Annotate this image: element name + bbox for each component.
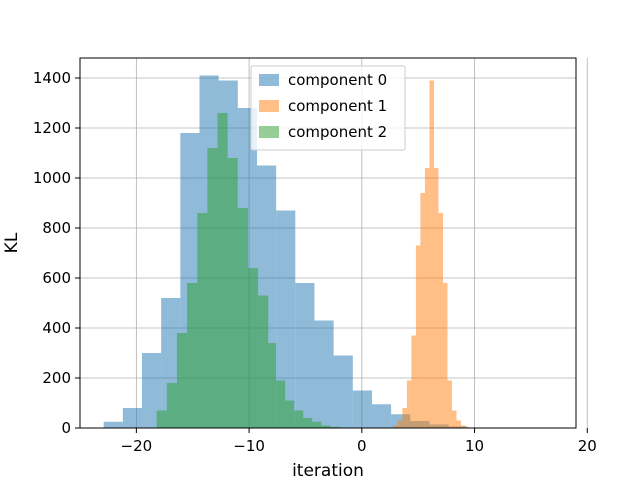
bar-s2-14 xyxy=(294,410,304,428)
histogram-bars xyxy=(103,75,487,428)
bar-s2-1 xyxy=(166,383,177,428)
bar-s2-12 xyxy=(276,380,286,428)
bar-s2-5 xyxy=(207,148,218,428)
bar-s1-13 xyxy=(452,410,457,428)
bar-s1-4 xyxy=(411,335,416,428)
series-1 xyxy=(393,80,471,428)
bar-s1-15 xyxy=(461,425,466,428)
bar-s2-13 xyxy=(285,400,295,428)
bar-s2-18 xyxy=(330,426,340,428)
x-tick-label-2: 0 xyxy=(357,437,367,455)
legend-label-1: component 1 xyxy=(288,97,387,115)
x-tick-label-0: −20 xyxy=(121,437,153,455)
bar-s2-16 xyxy=(312,421,322,428)
bar-s2-2 xyxy=(176,333,188,428)
bar-s1-1 xyxy=(397,420,403,428)
y-tick-label-1: 200 xyxy=(42,369,71,387)
legend: component 0 component 1 component 2 xyxy=(250,65,406,151)
bar-s0-9 xyxy=(276,210,296,428)
bar-s0-14 xyxy=(371,404,392,428)
bar-s0-13 xyxy=(352,390,372,428)
series-2 xyxy=(156,113,349,428)
x-tick-label-4: 20 xyxy=(578,437,597,455)
y-tick-label-6: 1200 xyxy=(33,119,71,137)
bar-s2-9 xyxy=(247,268,259,428)
bar-s0-11 xyxy=(314,320,334,428)
bar-s2-4 xyxy=(197,213,208,428)
bar-s0-1 xyxy=(122,408,142,428)
bar-s1-11 xyxy=(442,283,448,428)
bar-s2-0 xyxy=(156,410,167,428)
bar-s0-12 xyxy=(333,355,353,428)
x-axis-ticks: −20 −10 0 10 20 xyxy=(121,428,597,455)
y-tick-label-7: 1400 xyxy=(33,69,71,87)
bar-s1-5 xyxy=(415,245,421,428)
x-tick-label-3: 10 xyxy=(465,437,484,455)
bar-s2-7 xyxy=(227,158,238,428)
bar-s1-6 xyxy=(420,193,425,428)
y-tick-label-3: 600 xyxy=(42,269,71,287)
bar-s1-14 xyxy=(456,420,462,428)
y-tick-label-0: 0 xyxy=(61,419,71,437)
bar-s2-6 xyxy=(217,113,228,428)
legend-swatch-1 xyxy=(259,100,279,112)
bar-s2-10 xyxy=(258,295,269,428)
y-tick-label-2: 400 xyxy=(42,319,71,337)
x-tick-label-1: −10 xyxy=(233,437,265,455)
y-tick-label-4: 800 xyxy=(42,219,71,237)
plot-frame xyxy=(79,57,577,429)
bar-s1-2 xyxy=(402,408,407,428)
legend-label-0: component 0 xyxy=(288,71,387,89)
bar-s1-12 xyxy=(447,380,452,428)
bar-s2-15 xyxy=(303,418,313,428)
legend-swatch-2 xyxy=(259,126,279,138)
bar-s1-10 xyxy=(438,213,443,428)
legend-label-2: component 2 xyxy=(288,123,387,141)
bar-s2-17 xyxy=(321,425,331,428)
bar-s1-7 xyxy=(424,168,430,428)
y-axis-label: KL xyxy=(2,232,22,253)
bar-s2-8 xyxy=(237,208,248,428)
bar-s1-9 xyxy=(433,168,439,428)
bar-s1-3 xyxy=(406,380,412,428)
y-axis-ticks: 0 200 400 600 800 1000 1200 1400 xyxy=(33,69,80,437)
legend-swatch-0 xyxy=(259,74,279,86)
bar-s0-2 xyxy=(142,353,162,428)
x-axis-label: iteration xyxy=(292,461,364,480)
bar-s2-3 xyxy=(187,283,198,428)
legend-box xyxy=(250,65,406,151)
bar-s0-0 xyxy=(103,421,123,428)
bar-s2-11 xyxy=(268,343,277,428)
bar-s0-10 xyxy=(295,283,315,428)
bar-s1-8 xyxy=(429,80,434,428)
bar-s1-0 xyxy=(393,425,398,428)
y-tick-label-5: 1000 xyxy=(33,169,71,187)
